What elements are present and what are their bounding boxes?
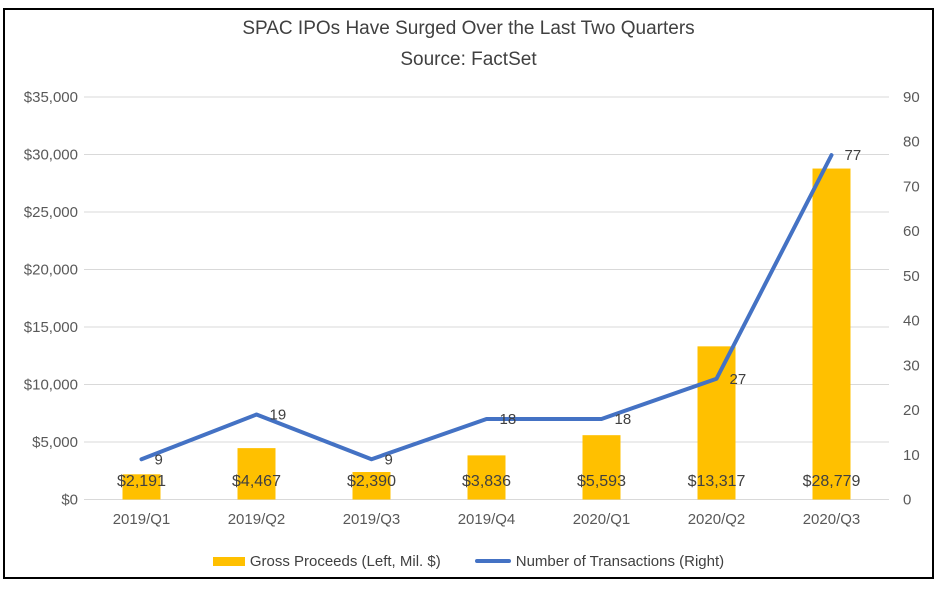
legend-label-gross-proceeds: Gross Proceeds (Left, Mil. $) bbox=[249, 552, 441, 570]
right-axis-tick-label: 10 bbox=[903, 447, 920, 464]
right-axis-tick-label: 50 bbox=[903, 268, 920, 285]
x-axis-category-label: 2020/Q3 bbox=[803, 511, 861, 528]
chart-subtitle: Source: FactSet bbox=[400, 49, 537, 70]
x-axis-category-label: 2019/Q4 bbox=[458, 511, 516, 528]
right-axis-tick-label: 30 bbox=[903, 357, 920, 374]
left-axis-tick-label: $25,000 bbox=[24, 204, 78, 221]
chart-title-block: SPAC IPOs Have Surged Over the Last Two … bbox=[3, 13, 934, 75]
legend-item-transactions: Number of Transactions (Right) bbox=[474, 552, 725, 570]
x-axis-category-label: 2020/Q2 bbox=[688, 511, 746, 528]
left-axis-tick-label: $35,000 bbox=[24, 89, 78, 106]
right-axis-tick-label: 0 bbox=[903, 492, 911, 509]
bar-value-label: $2,390 bbox=[347, 473, 396, 490]
bar-value-label: $4,467 bbox=[232, 473, 281, 490]
legend-label-transactions: Number of Transactions (Right) bbox=[515, 552, 725, 570]
right-axis-tick-label: 90 bbox=[903, 89, 920, 106]
x-axis-category-label: 2019/Q1 bbox=[113, 511, 171, 528]
line-value-label: 18 bbox=[615, 411, 632, 428]
gross-proceeds-bar bbox=[122, 474, 161, 500]
line-series-swatch-icon bbox=[474, 559, 511, 563]
gross-proceeds-bar bbox=[697, 346, 736, 500]
bar-value-label: $2,191 bbox=[117, 473, 166, 490]
left-axis-tick-label: $10,000 bbox=[24, 377, 78, 394]
line-value-label: 9 bbox=[385, 451, 393, 468]
gross-proceeds-bar bbox=[467, 455, 506, 500]
gross-proceeds-bar bbox=[352, 472, 391, 500]
bar-value-label: $28,779 bbox=[803, 473, 861, 490]
chart-title: SPAC IPOs Have Surged Over the Last Two … bbox=[242, 18, 695, 39]
right-axis-tick-label: 70 bbox=[903, 178, 920, 195]
left-axis-tick-label: $15,000 bbox=[24, 319, 78, 336]
gross-proceeds-bar bbox=[812, 168, 851, 500]
right-axis-tick-label: 80 bbox=[903, 134, 920, 151]
left-axis-tick-label: $20,000 bbox=[24, 262, 78, 279]
left-axis-tick-label: $0 bbox=[61, 492, 78, 509]
x-axis-category-label: 2019/Q2 bbox=[228, 511, 286, 528]
right-axis-tick-label: 20 bbox=[903, 402, 920, 419]
transactions-line bbox=[139, 153, 834, 462]
legend-item-gross-proceeds: Gross Proceeds (Left, Mil. $) bbox=[212, 552, 441, 570]
legend: Gross Proceeds (Left, Mil. $) Number of … bbox=[3, 550, 934, 572]
bar-series-swatch-icon bbox=[212, 556, 245, 566]
x-axis-category-label: 2020/Q1 bbox=[573, 511, 631, 528]
line-value-label: 18 bbox=[500, 411, 517, 428]
bar-value-label: $3,836 bbox=[462, 473, 511, 490]
line-value-label: 27 bbox=[730, 371, 747, 388]
bar-value-label: $13,317 bbox=[688, 473, 746, 490]
right-axis-tick-label: 40 bbox=[903, 313, 920, 330]
left-axis-tick-label: $30,000 bbox=[24, 147, 78, 164]
line-value-label: 9 bbox=[155, 451, 163, 468]
gross-proceeds-bar bbox=[582, 435, 621, 500]
line-value-label: 19 bbox=[270, 407, 287, 424]
left-axis-tick-label: $5,000 bbox=[32, 434, 78, 451]
x-axis-category-label: 2019/Q3 bbox=[343, 511, 401, 528]
gross-proceeds-bar bbox=[237, 448, 276, 500]
line-value-label: 77 bbox=[845, 147, 862, 164]
right-axis-tick-label: 60 bbox=[903, 223, 920, 240]
bar-value-label: $5,593 bbox=[577, 473, 626, 490]
